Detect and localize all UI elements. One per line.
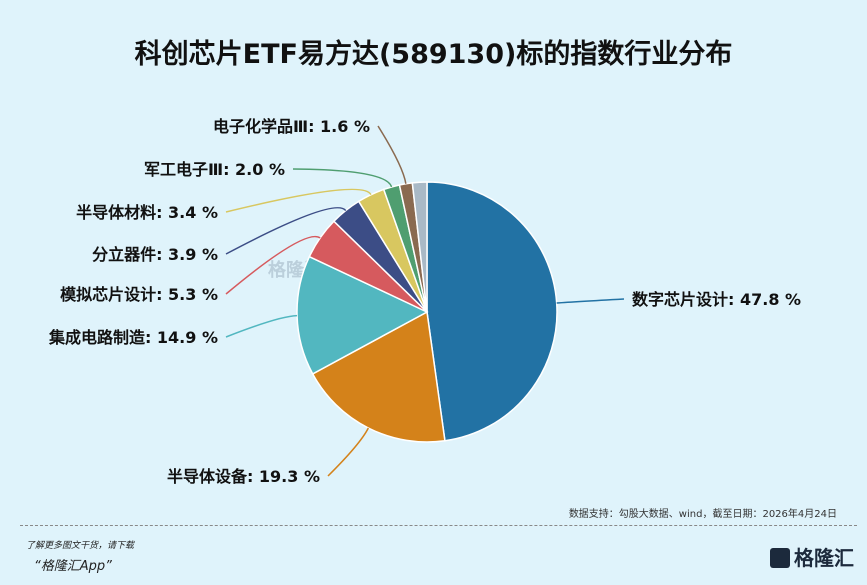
promo-line2: “格隆汇App” xyxy=(34,559,112,574)
chart-title: 科创芯片ETF易方达(589130)标的指数行业分布 xyxy=(134,39,733,70)
leader-line xyxy=(327,427,370,477)
leader-line xyxy=(225,188,372,213)
data-source: 数据支持：勾股大数据、wind，截至日期：2026年4月24日 xyxy=(568,509,837,520)
slice-label: 数字芯片设计: 47.8 % xyxy=(632,290,801,309)
pie-slice xyxy=(296,255,429,375)
leader-line xyxy=(225,235,321,295)
promo-line1: 了解更多图文干货，请下载 xyxy=(26,541,135,551)
slice-label: 模拟芯片设计: 5.3 % xyxy=(60,285,218,304)
divider xyxy=(20,525,857,526)
pie-slice xyxy=(311,310,446,443)
leader-line xyxy=(225,314,298,338)
leader-line xyxy=(377,125,407,184)
slice-label: 电子化学品Ⅲ: 1.6 % xyxy=(213,117,370,136)
leader-line xyxy=(556,298,625,304)
pie-slice xyxy=(411,181,428,313)
leader-line xyxy=(292,168,393,188)
slice-label: 半导体材料: 3.4 % xyxy=(76,203,218,222)
slice-label: 集成电路制造: 14.9 % xyxy=(48,328,218,347)
slice-label: 半导体设备: 19.3 % xyxy=(167,467,320,486)
slice-label: 分立器件: 3.9 % xyxy=(92,245,218,264)
gelonghui-logo: 格隆汇 xyxy=(770,542,854,571)
leader-line xyxy=(225,207,347,255)
slice-label: 军工电子Ⅲ: 2.0 % xyxy=(144,160,285,179)
pie-slice xyxy=(426,181,558,442)
